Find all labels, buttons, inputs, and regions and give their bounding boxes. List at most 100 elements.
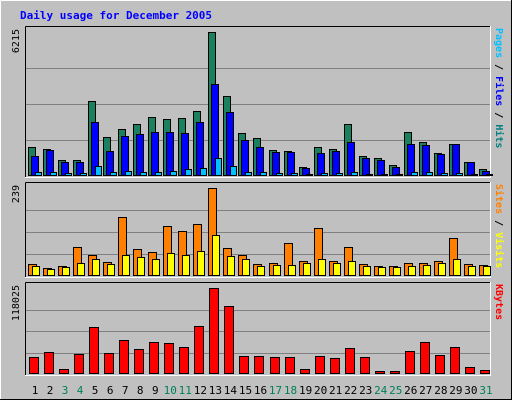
bar-pages-21 [336,173,343,176]
bar-pages-17 [276,173,283,176]
x-tick-label-29: 29 [449,384,462,397]
bar-files-7 [121,136,129,176]
bar-pages-29 [456,173,463,176]
bar-pages-22 [351,172,358,176]
bar-kbytes-14 [224,306,234,374]
bar-pages-4 [80,173,87,176]
bar-pages-30 [471,174,478,176]
bar-files-2 [46,150,54,176]
bar-kbytes-25 [390,371,400,374]
bar-files-22 [347,142,355,176]
panel-middle: 239 Sites / Visits [11,182,505,278]
panel-top: 6215 Pages / Files / Hits [11,26,505,178]
bar-files-18 [287,152,295,176]
legend-text-middle-0: Sites [493,184,505,214]
series-kbytes [29,288,490,374]
bar-pages-23 [366,174,373,176]
bar-sites-21 [333,263,341,276]
bar-sites-23 [363,266,371,276]
bar-pages-25 [396,174,403,176]
bar-pages-3 [65,173,72,176]
bar-sites-27 [423,265,431,276]
bar-sites-13 [212,235,220,276]
bar-kbytes-26 [405,351,415,374]
bar-sites-8 [137,257,145,276]
bar-pages-9 [155,172,162,176]
bar-files-12 [196,122,204,176]
bar-sites-25 [393,267,401,276]
bar-sites-7 [122,255,130,276]
bar-pages-13 [215,158,222,176]
bar-pages-18 [291,173,298,176]
x-tick-label-24: 24 [374,384,388,397]
x-tick-label-31: 31 [479,384,492,397]
bar-sites-15 [242,259,250,276]
x-tick-label-22: 22 [344,384,357,397]
bar-files-8 [136,134,144,176]
bar-pages-20 [321,173,328,176]
legend-text-top-2: Files [493,76,505,106]
x-tick-label-28: 28 [434,384,447,397]
x-tick-label-12: 12 [194,384,207,397]
series-sites [32,235,491,276]
bar-files-9 [151,132,159,176]
x-tick-label-21: 21 [329,384,342,397]
x-tick-label-16: 16 [254,384,267,397]
x-axis-tick-labels: 1 2 3 4 5 6 7 8 9 10 11 12 13 14 15 16 17 18 19 20 21 22 23 24 2… [32,384,493,397]
bar-files-16 [256,147,264,176]
x-tick-label-17: 17 [269,384,282,397]
bar-kbytes-15 [239,356,249,374]
bar-pages-2 [50,172,57,176]
x-tick-label-19: 19 [299,384,312,397]
bar-pages-6 [110,172,117,176]
bar-files-10 [166,132,174,176]
x-tick-label-11: 11 [179,384,192,397]
bar-sites-10 [167,253,175,276]
bar-pages-27 [426,172,433,176]
bar-kbytes-3 [59,369,69,374]
x-tick-label-13: 13 [209,384,222,397]
bar-kbytes-9 [149,342,159,374]
bar-pages-28 [441,173,448,176]
bar-sites-16 [257,266,265,276]
y-max-label-bottom: 118025 [11,285,22,321]
bar-sites-14 [227,256,235,276]
bar-files-6 [106,151,114,176]
bar-files-29 [452,144,460,176]
bar-files-26 [407,144,415,176]
x-tick-label-18: 18 [284,384,297,397]
x-tick-label-3: 3 [62,384,69,397]
legend-text-top-0: Pages [493,28,504,58]
bar-kbytes-31 [480,370,490,374]
legend-text-top-1: / [493,58,504,76]
bar-pages-8 [140,172,147,176]
bar-kbytes-10 [164,343,174,374]
bar-kbytes-22 [345,348,355,374]
bar-sites-20 [318,259,326,276]
bar-pages-31 [486,174,493,176]
series-pages [35,158,493,176]
bar-kbytes-29 [450,347,460,374]
x-tick-label-9: 9 [152,384,159,397]
bar-files-23 [362,158,370,176]
bar-kbytes-1 [29,357,39,374]
bar-sites-1 [32,266,40,276]
bar-sites-17 [273,265,281,276]
bar-pages-26 [411,172,418,176]
bar-sites-6 [107,264,115,276]
bar-kbytes-20 [315,356,325,374]
bar-pages-19 [306,174,313,176]
x-tick-label-10: 10 [164,384,177,397]
bar-sites-2 [47,269,55,276]
x-tick-label-6: 6 [107,384,114,397]
x-tick-label-27: 27 [419,384,432,397]
bar-sites-18 [288,265,296,276]
bar-sites-22 [348,261,356,276]
legend-label-middle: Sites / Visits [493,184,505,268]
y-max-label-top: 6215 [11,29,22,53]
bar-sites-26 [408,266,416,276]
bar-kbytes-11 [179,347,189,374]
bar-kbytes-4 [74,354,84,374]
bar-kbytes-6 [104,353,114,374]
bar-sites-3 [62,267,70,276]
